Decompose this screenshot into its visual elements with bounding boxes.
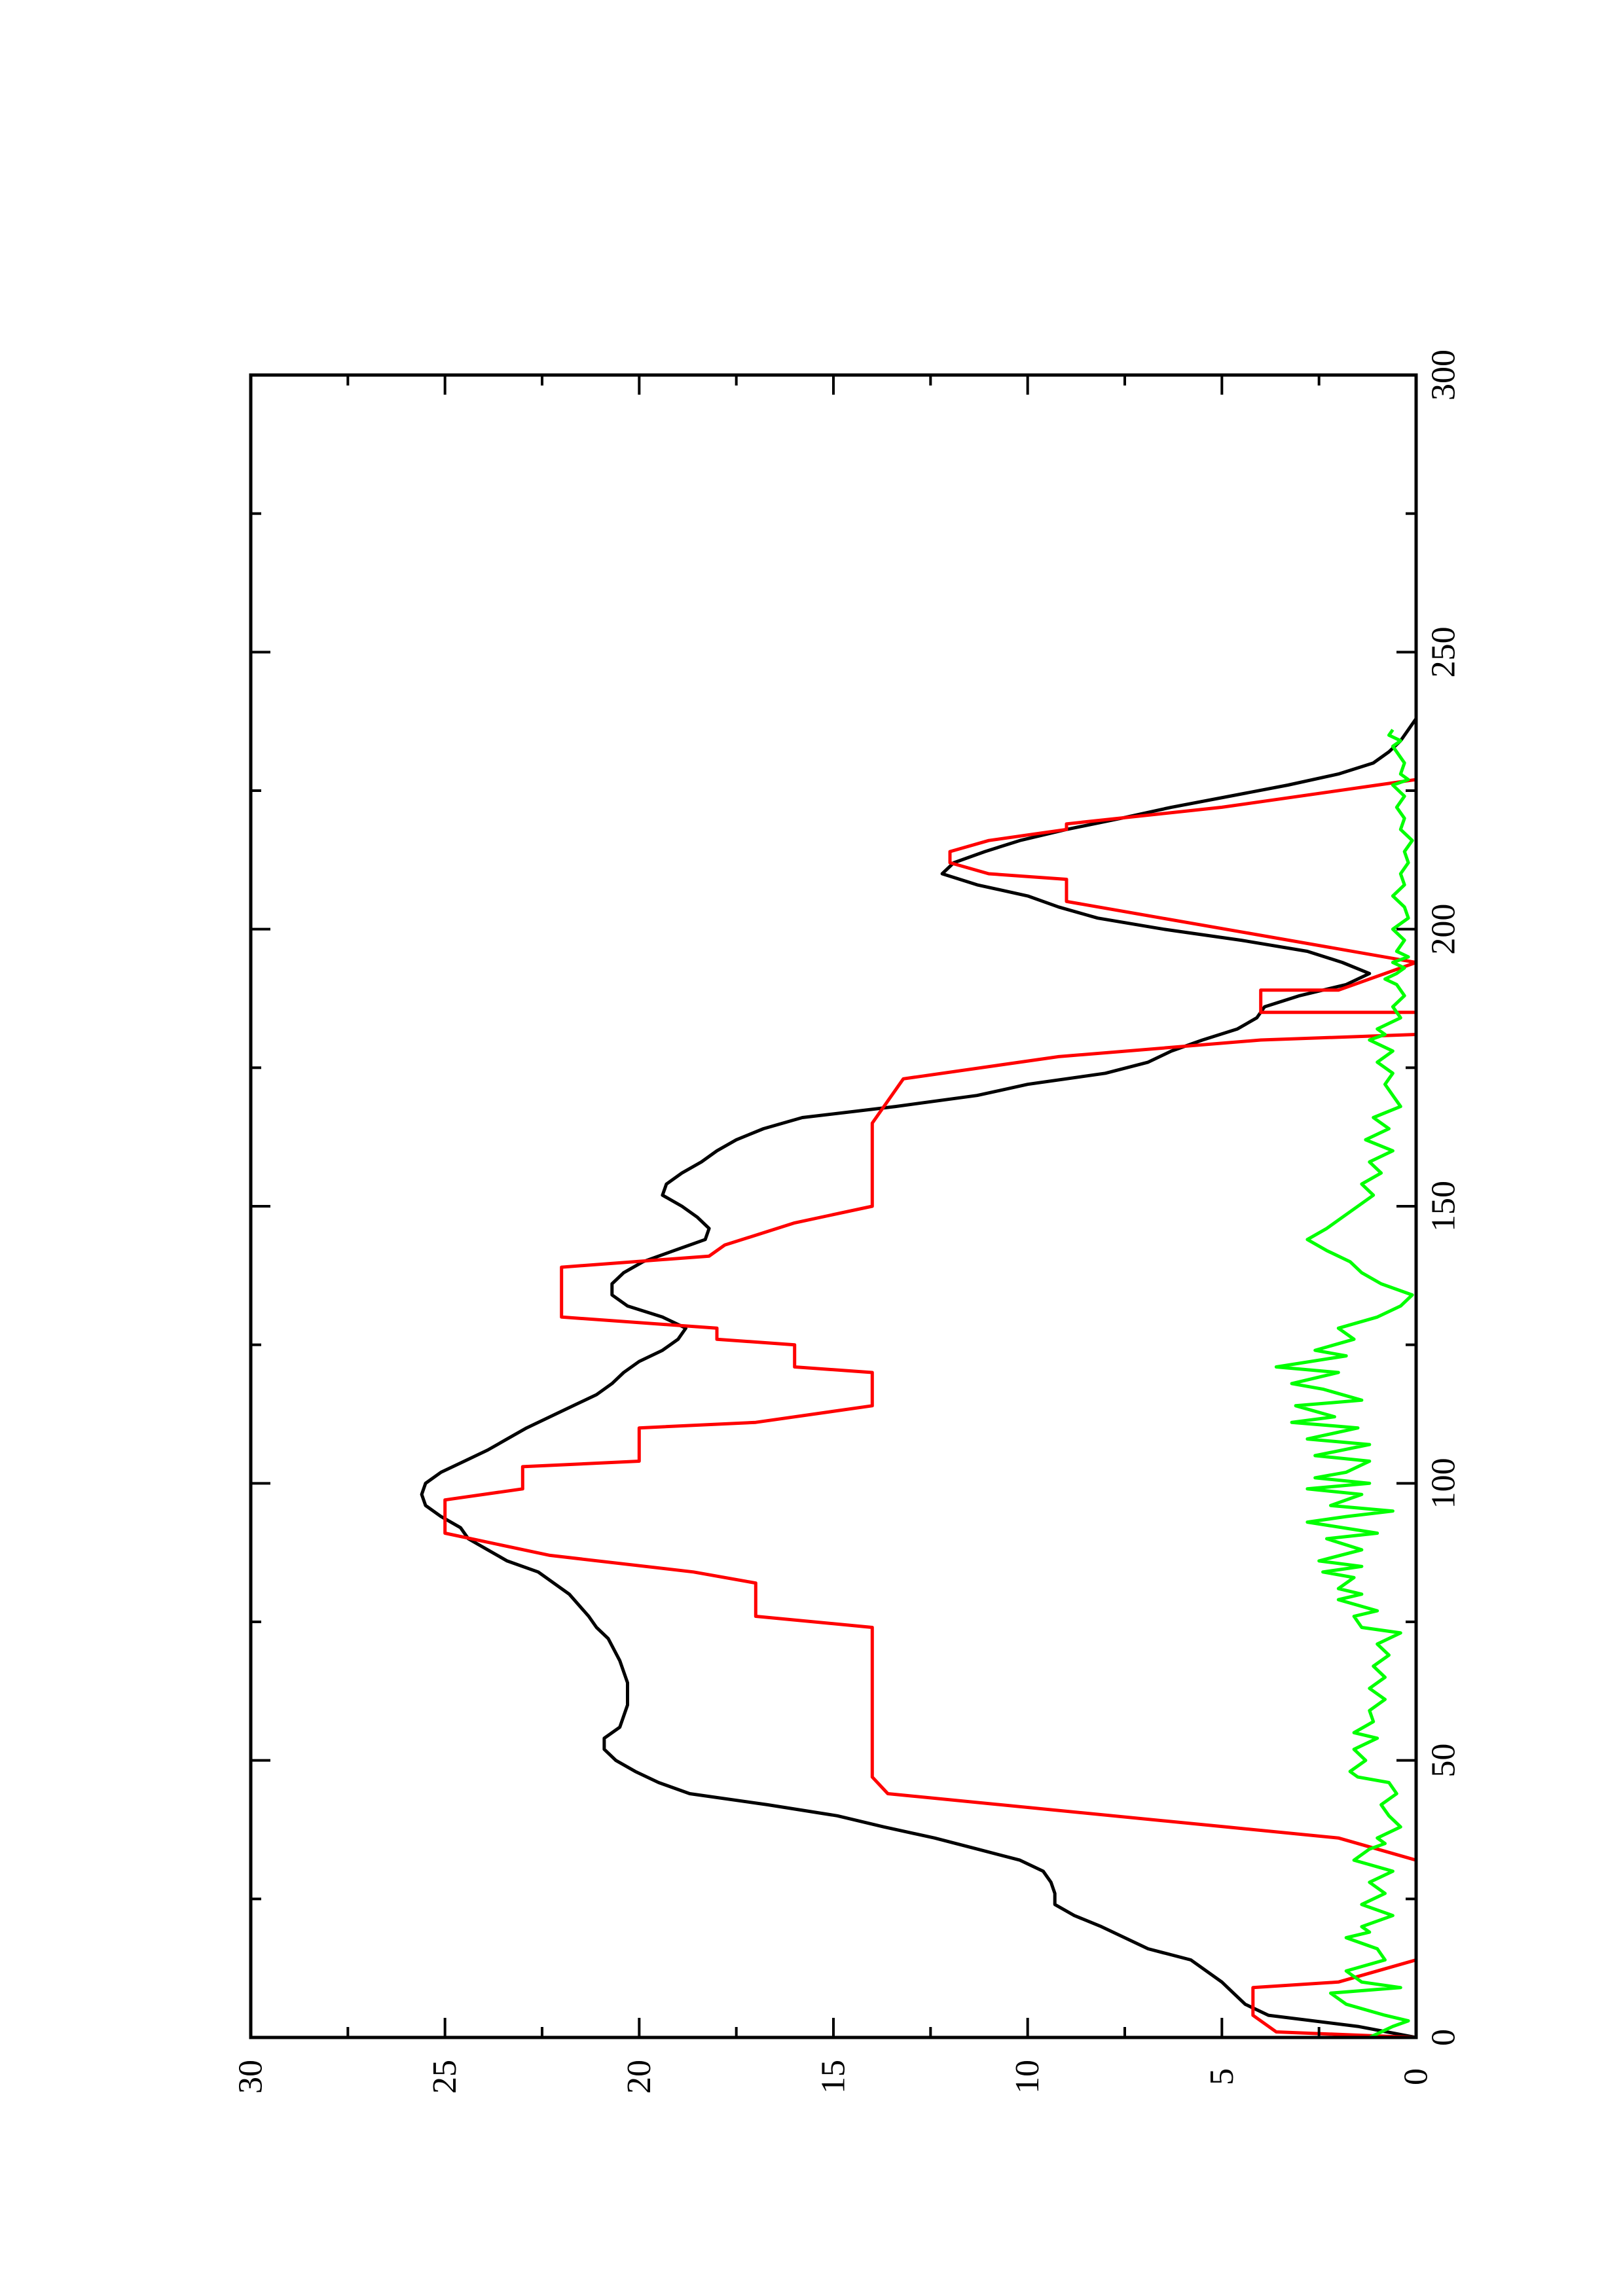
y-axis-ticks: 0 5 10 15 20 25 30 <box>232 375 1435 2094</box>
black-series-line <box>420 717 1418 2039</box>
x-tick-label: 0 <box>1425 2029 1463 2046</box>
x-tick-label: 100 <box>1425 1458 1463 1509</box>
y-tick-label: 0 <box>1398 2068 1435 2085</box>
y-tick-label: 30 <box>232 2060 270 2094</box>
y-tick-label: 20 <box>621 2060 658 2094</box>
x-tick-label: 50 <box>1425 1744 1463 1778</box>
x-tick-label: 150 <box>1425 1181 1463 1232</box>
green-series-line <box>1274 728 1414 2039</box>
y-tick-label: 15 <box>815 2060 852 2094</box>
x-tick-label: 250 <box>1425 626 1463 677</box>
series-layer <box>420 717 1418 2039</box>
y-tick-label: 25 <box>426 2060 464 2094</box>
y-tick-label: 5 <box>1203 2068 1241 2085</box>
y-tick-label: 10 <box>1009 2060 1046 2094</box>
red-series-line <box>443 778 1418 2039</box>
x-axis-ticks: 0 50 100 150 200 250 300 <box>251 350 1463 2046</box>
x-tick-label: 300 <box>1425 350 1463 401</box>
x-tick-label: 200 <box>1425 904 1463 955</box>
